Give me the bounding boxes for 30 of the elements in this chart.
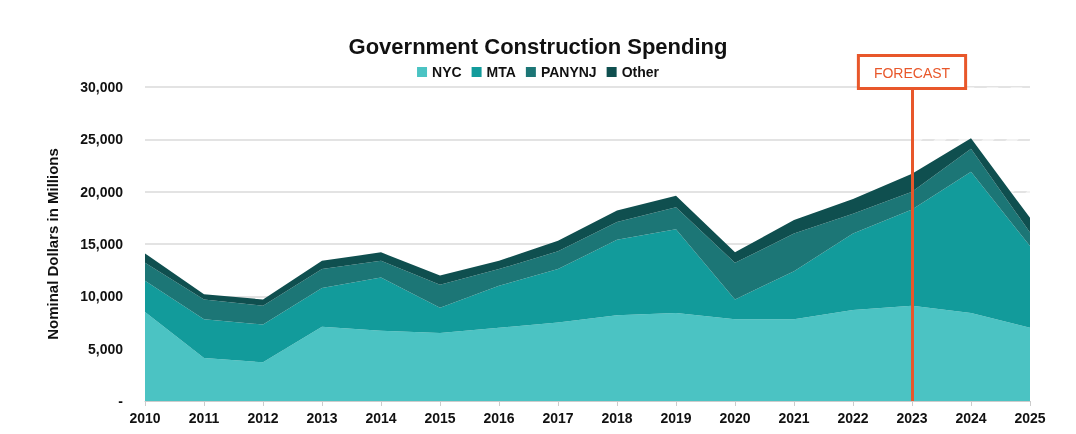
x-tick-label: 2019 (660, 410, 692, 426)
legend-label: Other (621, 64, 660, 80)
legend-label: PANYNJ (540, 64, 597, 80)
x-tick-label: 2014 (365, 410, 397, 426)
ref-line-label: FORECAST (873, 65, 951, 81)
x-tick-label: 2013 (306, 410, 338, 426)
x-tick-label: 2015 (424, 410, 456, 426)
x-tick-label: 2023 (896, 410, 928, 426)
y-tick-label: - (118, 393, 124, 409)
x-tick-label: 2017 (542, 410, 574, 426)
y-tick-label: 20,000 (80, 183, 124, 200)
x-tick-label: 2020 (719, 410, 751, 426)
x-tick-label: 2021 (778, 410, 810, 426)
x-tick-label: 2016 (483, 410, 515, 426)
y-tick-label: 25,000 (80, 131, 124, 148)
y-tick-label: 30,000 (80, 79, 124, 95)
x-tick-label: 2018 (601, 410, 633, 426)
y-tick-label: 10,000 (80, 288, 124, 305)
x-tick-label: 2022 (837, 410, 869, 426)
x-tick-label: 2010 (129, 410, 161, 426)
legend-label: NYC (432, 64, 462, 80)
x-tick-label: 2011 (188, 410, 220, 426)
y-tick-label: 15,000 (80, 236, 124, 252)
legend-label: MTA (486, 64, 516, 80)
chart-title: Government Construction Spending (348, 33, 728, 59)
x-tick-label: 2012 (247, 410, 279, 426)
y-tick-label: 5,000 (87, 340, 124, 357)
x-tick-label: 2025 (1014, 410, 1046, 426)
x-tick-label: 2024 (955, 410, 987, 426)
y-axis-title: Nominal Dollars in Millions (44, 148, 61, 340)
